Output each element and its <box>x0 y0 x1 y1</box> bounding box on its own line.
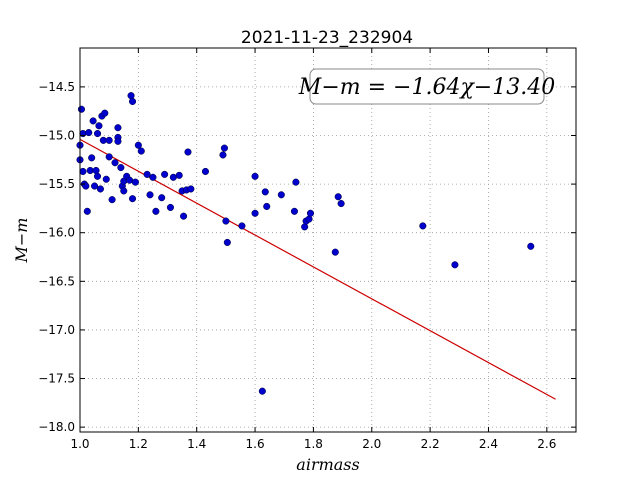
data-point <box>301 223 309 231</box>
data-point <box>222 217 230 225</box>
fit-equation-frame <box>309 68 545 105</box>
data-point <box>223 238 231 246</box>
data-point <box>337 199 345 208</box>
x-tick-label: 2.4 <box>479 437 498 451</box>
data-point <box>146 191 154 199</box>
data-point <box>258 387 266 395</box>
data-point <box>96 185 104 193</box>
data-point <box>219 151 227 159</box>
data-point <box>166 203 174 211</box>
x-tick-label: 1.4 <box>187 437 206 451</box>
x-tick-label: 1.6 <box>246 437 265 451</box>
data-point <box>161 170 169 178</box>
data-point <box>184 148 192 156</box>
data-point <box>251 209 259 217</box>
y-tick-label: −17.5 <box>38 372 75 386</box>
data-point <box>158 194 166 202</box>
data-point <box>143 170 151 178</box>
fit-equation-box: M−m = −1.64χ−13.40 <box>298 68 555 105</box>
data-point <box>85 129 93 137</box>
data-point <box>137 147 145 155</box>
y-tick-label: −14.5 <box>38 80 75 94</box>
data-point <box>251 172 259 180</box>
data-point <box>88 154 96 162</box>
data-point <box>91 182 99 190</box>
data-point <box>128 195 137 203</box>
data-point <box>180 212 188 220</box>
data-point <box>117 164 125 172</box>
x-tick-label: 2.2 <box>421 437 440 451</box>
y-tick-label: −17.0 <box>38 323 75 337</box>
data-point <box>93 172 102 180</box>
x-tick-label: 1.8 <box>304 437 323 451</box>
data-point <box>111 159 119 167</box>
data-point <box>79 167 87 176</box>
data-point <box>175 171 183 179</box>
data-point <box>201 167 210 176</box>
data-point <box>451 261 459 269</box>
data-point <box>187 185 195 193</box>
data-point <box>277 191 285 199</box>
data-point <box>89 117 97 125</box>
chart-title: 2021-11-23_232904 <box>241 28 413 48</box>
y-tick-label: −15.5 <box>38 177 75 191</box>
data-point <box>306 209 315 217</box>
data-point <box>114 137 122 145</box>
y-axis-label: M−m <box>12 218 31 264</box>
data-point <box>238 222 246 230</box>
data-point <box>527 242 535 250</box>
data-point <box>292 178 300 186</box>
data-point <box>263 202 271 211</box>
data-points <box>76 92 535 395</box>
data-point <box>108 196 116 204</box>
data-point <box>120 187 128 195</box>
data-point <box>261 188 269 196</box>
x-tick-label: 2.6 <box>537 437 556 451</box>
data-point <box>419 222 427 230</box>
fit-line <box>79 138 556 400</box>
data-point <box>331 248 339 256</box>
data-point <box>152 207 160 215</box>
data-point <box>101 109 109 117</box>
data-point <box>127 92 135 100</box>
data-point <box>114 124 122 132</box>
y-tick-label: −18.0 <box>38 420 75 434</box>
x-tick-label: 1.0 <box>70 437 89 451</box>
x-axis-ticks: 1.0 1.2 1.4 1.6 1.8 2.0 2.2 2.4 2.6 <box>70 48 556 451</box>
data-point <box>93 129 102 138</box>
y-tick-label: −16.0 <box>38 226 75 240</box>
x-tick-label: 1.2 <box>129 437 148 451</box>
data-point <box>305 215 313 223</box>
data-point <box>92 166 100 175</box>
fit-line-layer <box>79 138 556 400</box>
data-point <box>95 122 103 130</box>
data-point <box>134 141 142 149</box>
data-point <box>220 144 228 152</box>
data-point <box>77 105 86 113</box>
data-point <box>290 207 298 215</box>
x-axis-label: airmass <box>296 455 359 474</box>
data-point <box>83 207 91 215</box>
y-tick-label: −15.0 <box>38 128 75 142</box>
fit-equation: M−m = −1.64χ−13.40 <box>298 75 555 100</box>
data-point <box>105 153 113 161</box>
y-tick-label: −16.5 <box>38 274 75 288</box>
data-point <box>128 97 137 106</box>
data-point <box>102 175 110 183</box>
grid-lines <box>79 48 576 432</box>
y-axis-ticks: −14.5 −15.0 −15.5 −16.0 −16.5 −17.0 −17.5 −18.0 <box>38 80 576 434</box>
data-point <box>131 178 139 186</box>
data-point <box>334 193 342 201</box>
data-point <box>149 173 157 181</box>
data-point <box>105 136 113 144</box>
x-tick-label: 2.0 <box>362 437 381 451</box>
plot-frame <box>79 47 577 433</box>
